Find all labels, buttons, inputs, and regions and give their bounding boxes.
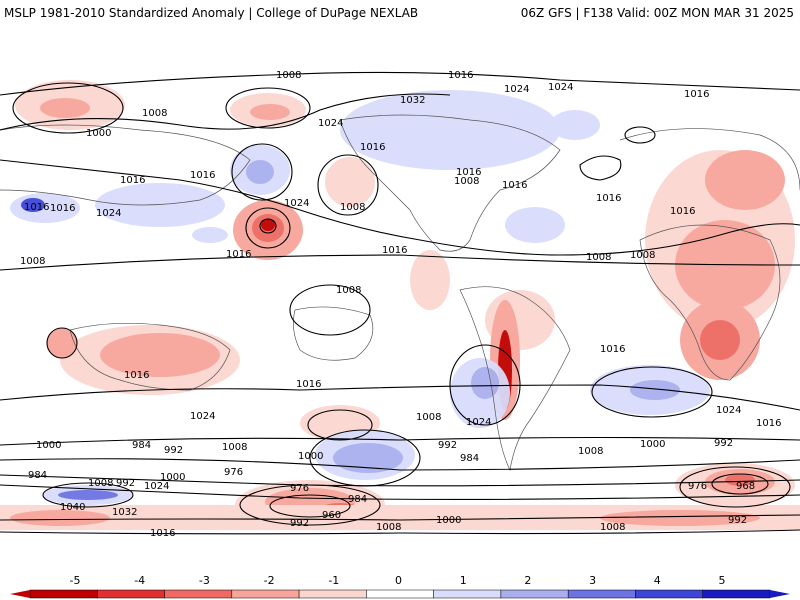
isobar-label: 976	[290, 483, 309, 494]
map-title: MSLP 1981-2010 Standardized Anomaly | Co…	[4, 6, 418, 20]
isobar-label: 1016	[124, 370, 149, 381]
isobar-label: 984	[348, 494, 367, 505]
legend-swatch	[30, 590, 97, 598]
legend-tick-label: 0	[395, 574, 402, 587]
isobar-label: 1024	[466, 417, 491, 428]
isobar-label: 1016	[596, 193, 621, 204]
legend-tick-label: -2	[264, 574, 275, 587]
isobar-label: 1024	[96, 208, 121, 219]
isobar-label: 1008	[630, 250, 655, 261]
isobar-label: 1024	[716, 405, 741, 416]
isobar-label: 1016	[120, 175, 145, 186]
isobar-label: 1000	[36, 440, 61, 451]
isobar-label: 1016	[756, 418, 781, 429]
isobar-label: 1000	[640, 439, 665, 450]
isobar-label: 1008	[454, 176, 479, 187]
isobar-label: 1000	[436, 515, 461, 526]
isobar-label: 1024	[504, 84, 529, 95]
legend-tick-label: 4	[654, 574, 661, 587]
isobar-label: 1016	[448, 70, 473, 81]
anomaly-map: 1016 1008 1024 1024 1032 1016 1000 1008 …	[0, 40, 800, 558]
legend-swatch	[501, 590, 568, 598]
valid-time: 06Z GFS | F138 Valid: 00Z MON MAR 31 202…	[521, 6, 794, 20]
isobar-label: 1032	[400, 95, 425, 106]
isobar-label: 1024	[284, 198, 309, 209]
isobar-label: 992	[116, 478, 135, 489]
isobar-label: 1000	[298, 451, 323, 462]
isobar-label: 1008	[586, 252, 611, 263]
isobar-label: 1032	[112, 507, 137, 518]
isobar-label: 1016	[360, 142, 385, 153]
isobar-label: 1016	[670, 206, 695, 217]
isobar-label: 1008	[578, 446, 603, 457]
isobar-label: 1016	[502, 180, 527, 191]
legend-tick-label: 3	[589, 574, 596, 587]
legend-tick-label: -4	[134, 574, 145, 587]
legend-tick-label: 1	[460, 574, 467, 587]
isobar-label: 1016	[600, 344, 625, 355]
isobar-label: 992	[438, 440, 457, 451]
isobar-label: 1008	[600, 522, 625, 533]
legend-swatch	[232, 590, 299, 598]
isobar-label: 1008	[416, 412, 441, 423]
isobar-label: 1000	[86, 128, 111, 139]
isobar-label: 992	[290, 518, 309, 529]
isobar-label: 1016	[24, 202, 49, 213]
legend-swatch	[97, 590, 164, 598]
legend-left-arrow	[10, 590, 30, 598]
legend-swatch	[635, 590, 702, 598]
header: MSLP 1981-2010 Standardized Anomaly | Co…	[0, 0, 800, 40]
legend-swatch	[299, 590, 366, 598]
isobar-label: 960	[322, 510, 341, 521]
isobar-label: 992	[728, 515, 747, 526]
isobar-label: 976	[224, 467, 243, 478]
isobar-label: 1016	[382, 245, 407, 256]
isobar-label: 1008	[376, 522, 401, 533]
isobar-label: 1024	[190, 411, 215, 422]
isobar-label: 1016	[226, 249, 251, 260]
legend-swatch	[703, 590, 770, 598]
isobar-label: 1008	[340, 202, 365, 213]
isobar-label: 1016	[50, 203, 75, 214]
legend-tick-label: -5	[70, 574, 81, 587]
legend-right-arrow	[770, 590, 790, 598]
isobar-label: 1016	[150, 528, 175, 539]
isobar-label: 1008	[142, 108, 167, 119]
isobar-label: 984	[460, 453, 479, 464]
isobar-label: 1016	[190, 170, 215, 181]
legend-labels: -5 -4 -3 -2 -1 0 1 2 3 4 5	[70, 574, 726, 587]
isobar-label: 1024	[548, 82, 573, 93]
legend-tick-label: -3	[199, 574, 210, 587]
isobar-label: 1024	[144, 481, 169, 492]
color-legend: -5 -4 -3 -2 -1 0 1 2 3 4 5	[0, 568, 800, 600]
isobar-label: 984	[132, 440, 151, 451]
legend-swatch	[366, 590, 433, 598]
legend-swatches	[10, 590, 790, 598]
isobar-label: 1008	[276, 70, 301, 81]
legend-swatch	[568, 590, 635, 598]
legend-tick-label: 2	[524, 574, 531, 587]
isobar-label: 1016	[296, 379, 321, 390]
isobar-label: 1008	[88, 478, 113, 489]
legend-tick-label: 5	[719, 574, 726, 587]
isobar-label: 968	[736, 481, 755, 492]
isobar-label: 984	[28, 470, 47, 481]
isobar-label: 992	[164, 445, 183, 456]
isobar-label: 1008	[336, 285, 361, 296]
legend-swatch	[434, 590, 501, 598]
isobar-label: 1008	[20, 256, 45, 267]
isobar-label: 1016	[684, 89, 709, 100]
isobar-label: 992	[714, 438, 733, 449]
legend-swatch	[165, 590, 232, 598]
legend-tick-label: -1	[328, 574, 339, 587]
isobar-label: 976	[688, 481, 707, 492]
isobar-label: 1024	[318, 118, 343, 129]
isobar-label: 1008	[222, 442, 247, 453]
isobar-label: 1040	[60, 502, 85, 513]
